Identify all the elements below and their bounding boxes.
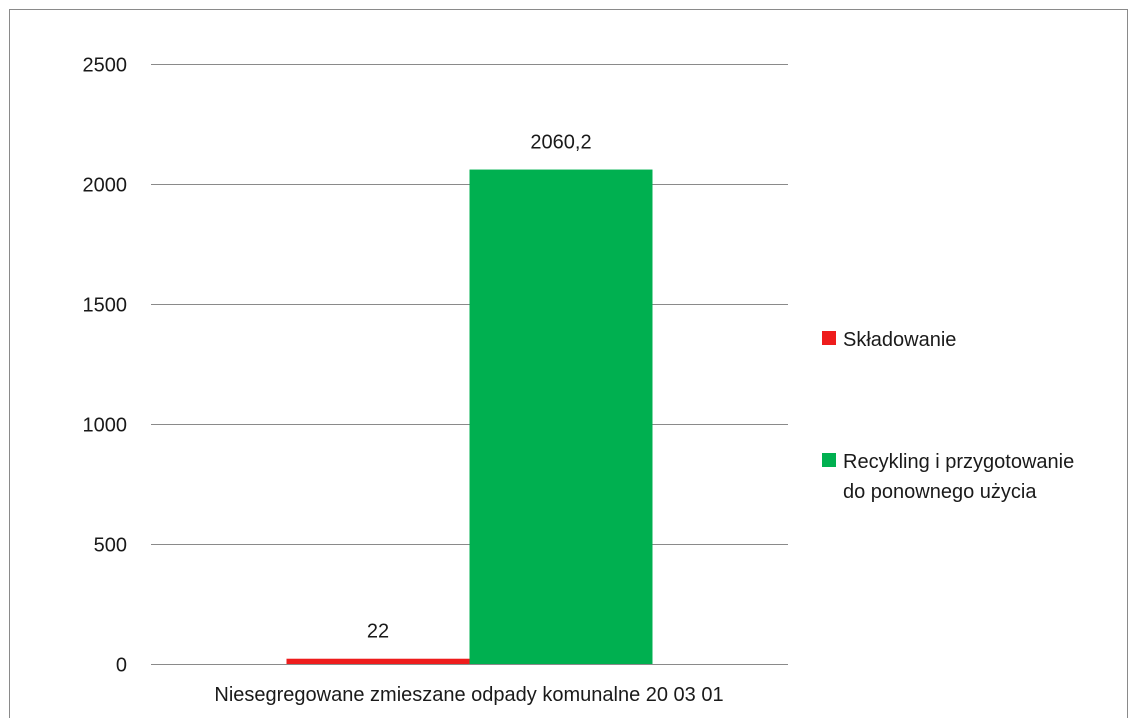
legend-swatch xyxy=(822,453,836,467)
bar-skladowanie xyxy=(286,658,470,664)
y-tick-label: 1500 xyxy=(83,295,128,317)
legend-label: do ponownego użycia xyxy=(843,481,1037,503)
bar-recykling xyxy=(469,169,653,664)
y-tick-label: 2500 xyxy=(83,55,128,77)
y-tick-label: 1000 xyxy=(83,415,128,437)
bars xyxy=(286,169,653,664)
data-labels: 22 2060,2 xyxy=(367,132,592,643)
y-tick-label: 500 xyxy=(94,535,127,557)
legend-label: Recykling i przygotowanie xyxy=(843,451,1074,473)
data-label: 22 xyxy=(367,621,389,643)
y-tick-label: 0 xyxy=(116,655,127,677)
data-label: 2060,2 xyxy=(530,132,591,154)
legend-label: Składowanie xyxy=(843,329,956,351)
legend: Składowanie Recykling i przygotowanie do p… xyxy=(822,329,1074,503)
y-axis-ticks: 0 500 1000 1500 2000 2500 xyxy=(83,55,128,677)
x-axis: Niesegregowane zmieszane odpady komunaln… xyxy=(151,664,788,706)
y-tick-label: 2000 xyxy=(83,175,128,197)
legend-swatch xyxy=(822,331,836,345)
category-label: Niesegregowane zmieszane odpady komunaln… xyxy=(214,684,723,706)
